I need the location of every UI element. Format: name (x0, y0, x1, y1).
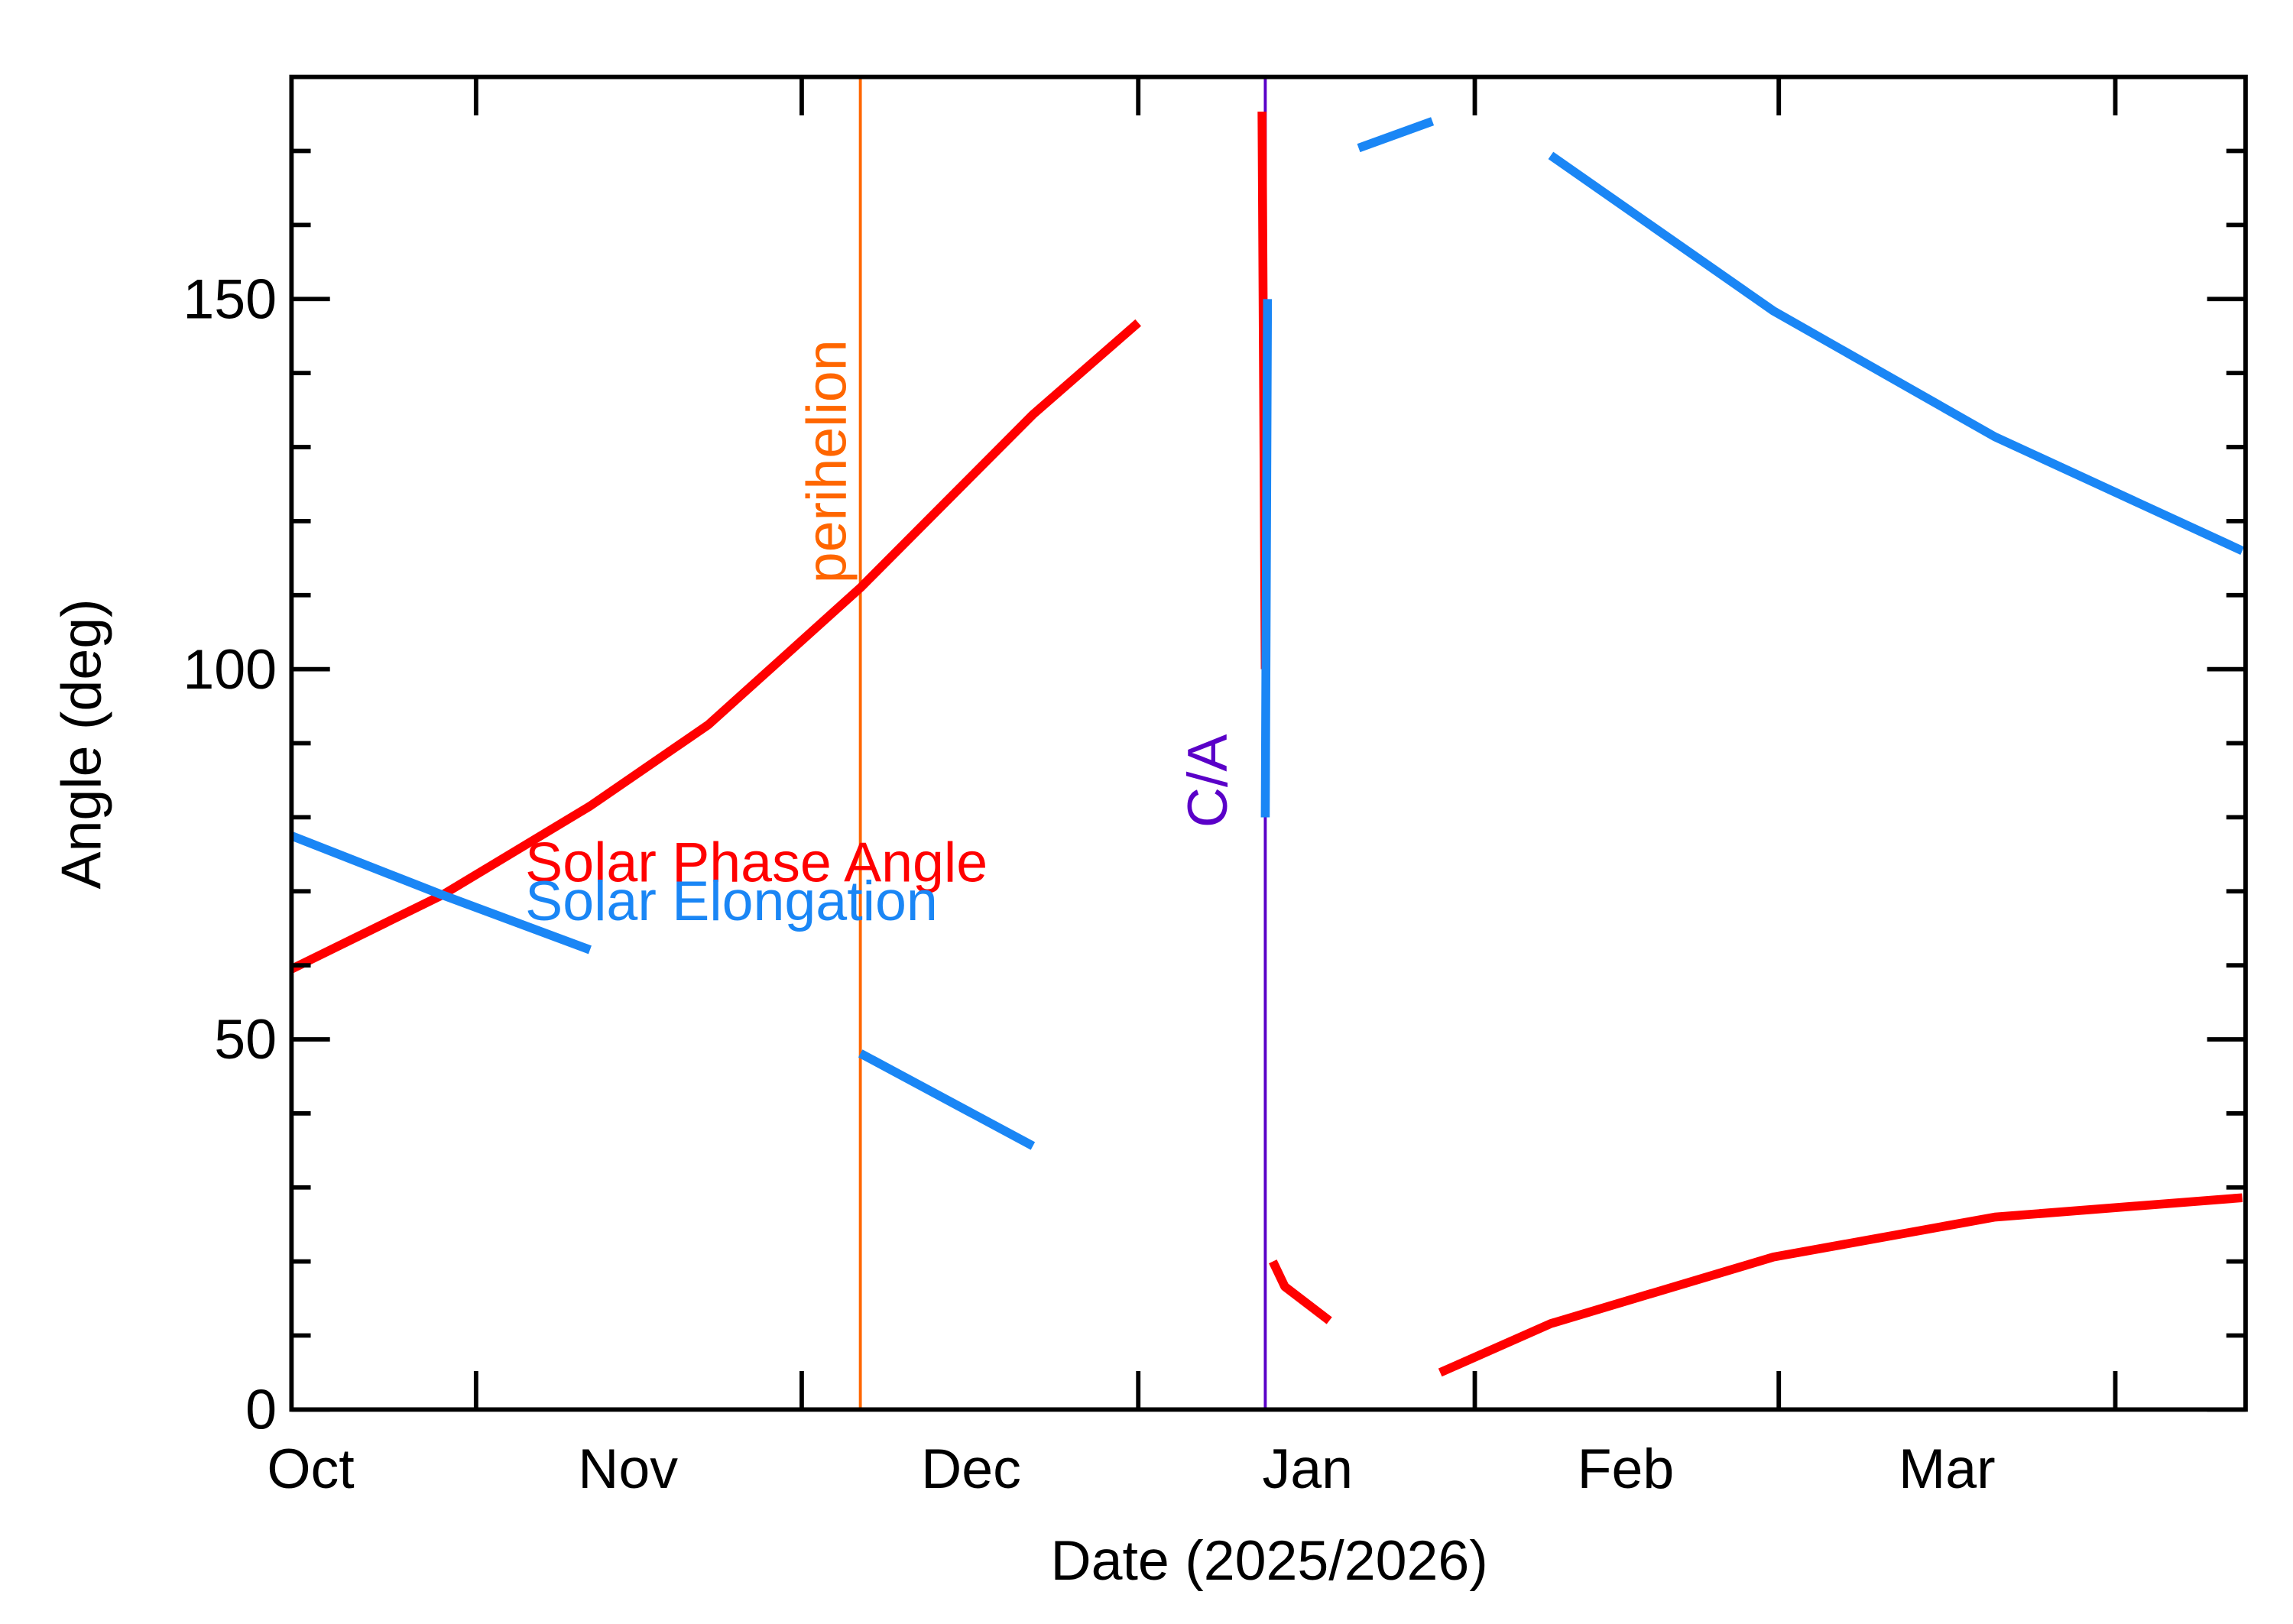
x-axis-label: Date (2025/2026) (1050, 1528, 1487, 1592)
legend-label: Solar Elongation (525, 869, 938, 932)
series-line (290, 117, 2245, 1150)
y-tick-label: 0 (245, 1378, 277, 1441)
x-tick-label: Jan (1263, 1437, 1354, 1500)
y-axis-label: Angle (deg) (50, 598, 113, 889)
y-tick-label: 50 (214, 1007, 277, 1071)
x-tick-label: Oct (267, 1437, 354, 1500)
x-tick-label: Dec (921, 1437, 1021, 1500)
event-label: perihelion (794, 339, 858, 583)
y-tick-label: 100 (183, 637, 277, 701)
y-tick-label: 150 (183, 267, 277, 330)
event-label: C/A (1176, 734, 1239, 828)
x-tick-label: Nov (578, 1437, 678, 1500)
x-tick-label: Feb (1578, 1437, 1675, 1500)
legend-label: Solar Phase Angle (525, 830, 988, 893)
x-tick-label: Mar (1899, 1437, 1996, 1500)
